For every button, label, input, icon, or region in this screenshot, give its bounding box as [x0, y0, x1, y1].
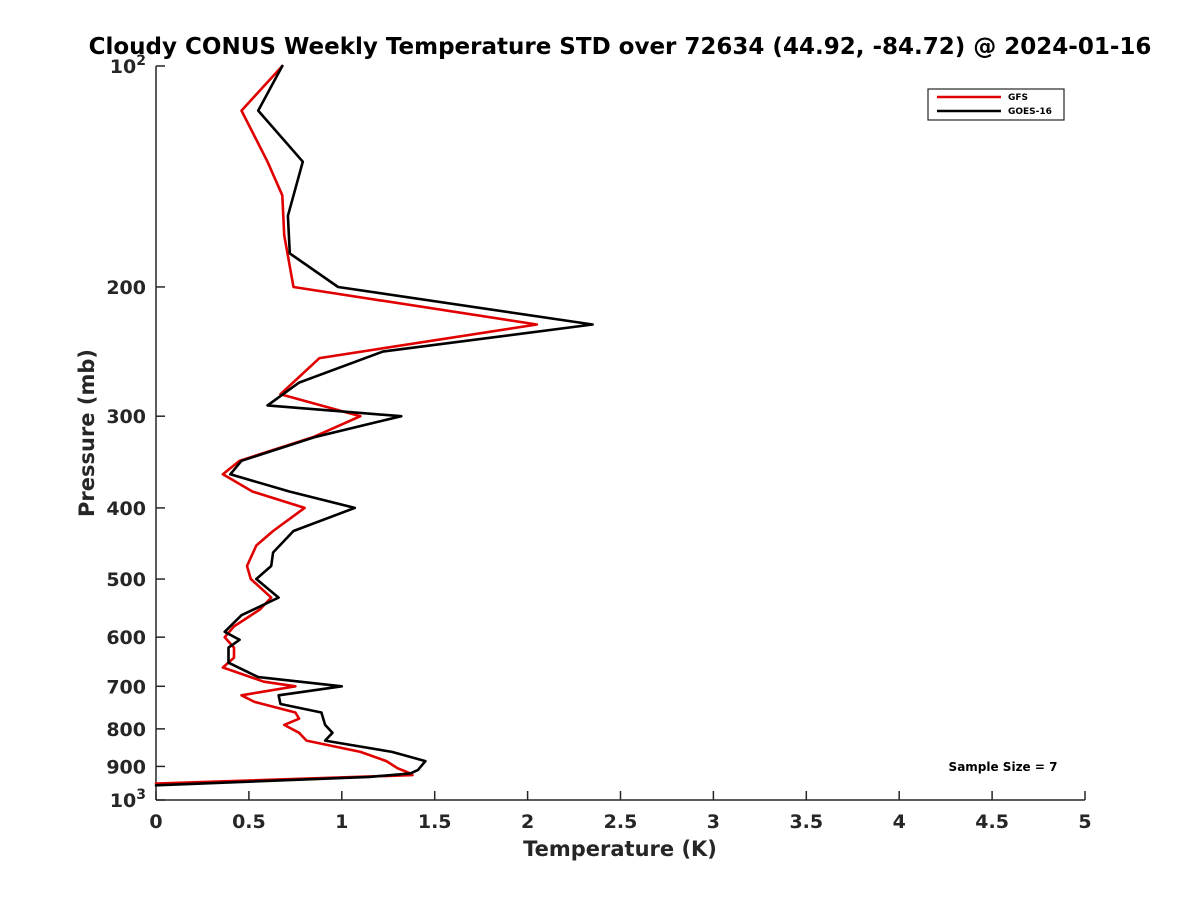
x-tick-label: 4.5: [975, 811, 1009, 833]
plot-area: 0 0.5 1 1.5 2 2.5 3 3.5 4 4.5 5 102 200 300 400 500 600…: [106, 53, 1091, 833]
y-tick-label: 103: [110, 787, 146, 812]
legend: GFS GOES-16: [927, 88, 1065, 121]
y-tick-label: 500: [106, 569, 146, 591]
series-group: [154, 64, 594, 787]
series-line-goes-16: [154, 64, 594, 787]
x-tick-label: 3.5: [789, 811, 823, 833]
x-tick-label: 4: [893, 811, 906, 833]
chart-title: Cloudy CONUS Weekly Temperature STD over…: [89, 34, 1152, 60]
y-tick-label: 200: [106, 277, 146, 299]
y-tick-label: 600: [106, 627, 146, 649]
sample-size-annotation: Sample Size = 7: [949, 760, 1058, 774]
x-tick-label: 5: [1078, 811, 1091, 833]
y-tick-label: 400: [106, 498, 146, 520]
y-ticks: 102 200 300 400 500 600 700 800 900 103: [106, 53, 165, 812]
x-tick-label: 1.5: [418, 811, 452, 833]
y-tick-label: 102: [110, 53, 146, 78]
x-tick-label: 2: [521, 811, 534, 833]
y-tick-label: 300: [106, 406, 146, 428]
series-line-gfs: [154, 64, 539, 785]
x-tick-label: 0: [149, 811, 162, 833]
x-axis-label: Temperature (K): [523, 837, 717, 861]
x-ticks: 0 0.5 1 1.5 2 2.5 3 3.5 4 4.5 5: [149, 791, 1092, 833]
y-tick-label: 900: [106, 756, 146, 778]
x-tick-label: 1: [335, 811, 348, 833]
legend-box: [927, 88, 1065, 121]
x-tick-label: 3: [707, 811, 720, 833]
legend-label-gfs: GFS: [1008, 93, 1028, 103]
x-tick-label: 0.5: [232, 811, 266, 833]
y-tick-label: 800: [106, 719, 146, 741]
y-axis-label: Pressure (mb): [75, 349, 99, 517]
legend-label-goes-16: GOES-16: [1008, 107, 1052, 117]
x-tick-label: 2.5: [604, 811, 638, 833]
y-tick-label: 700: [106, 676, 146, 698]
